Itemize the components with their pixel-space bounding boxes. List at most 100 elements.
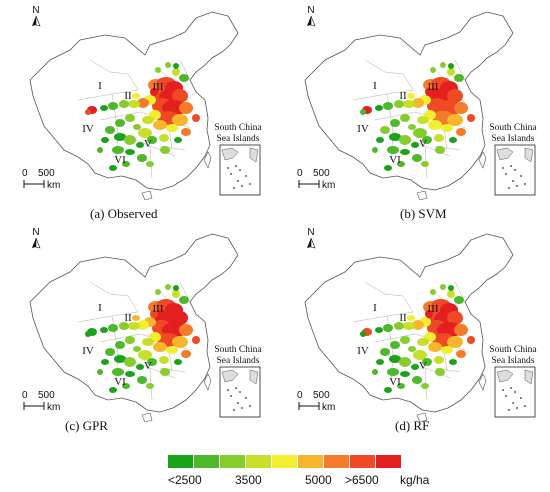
yield-patch — [172, 89, 188, 103]
yield-patch — [412, 320, 424, 330]
yield-patch — [128, 322, 140, 330]
yield-patch — [389, 133, 401, 141]
yield-patch — [390, 341, 400, 349]
yield-patch — [179, 74, 189, 82]
yield-patch — [112, 146, 124, 154]
inset-label: South China — [489, 345, 537, 355]
yield-patch — [456, 350, 466, 358]
yield-patch — [165, 284, 171, 290]
yield-patch — [397, 161, 405, 167]
yield-patch — [421, 383, 429, 389]
inset-label: South China — [214, 123, 262, 133]
yield-patch — [384, 387, 392, 393]
yield-patch — [400, 149, 410, 155]
yield-patch — [109, 165, 117, 171]
yield-patch — [434, 356, 444, 364]
scale-distance: 500 — [38, 390, 55, 401]
yield-patch — [447, 311, 463, 325]
yield-patch — [389, 355, 401, 363]
yield-patch — [138, 128, 152, 138]
scale-zero: 0 — [22, 390, 28, 401]
region-label: V — [419, 360, 427, 372]
yield-patch — [448, 63, 454, 69]
yield-patch — [454, 102, 468, 114]
yield-patch — [166, 124, 178, 132]
yield-patch — [125, 336, 135, 344]
scale-unit: km — [47, 402, 60, 413]
yield-patch — [155, 67, 161, 73]
yield-patch — [114, 355, 126, 363]
yield-patch — [456, 128, 466, 136]
yield-patch — [147, 358, 157, 366]
yield-patch — [100, 327, 108, 333]
province-boundary — [99, 333, 141, 343]
region-label: V — [419, 138, 427, 150]
yield-patch — [408, 124, 416, 130]
inset-label: South China — [214, 345, 262, 355]
north-label: N — [32, 227, 39, 238]
yield-patch — [124, 357, 136, 367]
yield-patch — [454, 324, 468, 336]
yield-patch — [150, 310, 158, 318]
yield-patch — [172, 336, 188, 348]
yield-patch — [100, 105, 108, 111]
province-boundary — [127, 295, 139, 313]
yield-patch — [447, 114, 463, 126]
yield-patch — [403, 322, 415, 330]
yield-patch — [174, 137, 182, 143]
yield-patch — [399, 135, 411, 145]
yield-patch — [435, 368, 445, 376]
region-label: I — [373, 80, 377, 92]
yield-patch — [137, 98, 149, 108]
legend-label: kg/ha — [400, 473, 430, 487]
yield-patch — [108, 324, 118, 332]
yield-patch — [425, 88, 433, 96]
yield-patch — [390, 119, 400, 127]
region-label: I — [98, 302, 102, 314]
yield-patch — [136, 142, 144, 148]
yield-patch — [428, 342, 442, 352]
yield-patch — [137, 154, 147, 162]
yield-patch — [407, 315, 415, 321]
legend-swatch — [350, 455, 375, 468]
yield-patch — [159, 356, 169, 364]
yield-patch — [387, 146, 399, 154]
province-boundary — [374, 333, 416, 343]
yield-patch — [155, 289, 161, 295]
yield-patch — [172, 114, 188, 126]
province-boundary — [402, 73, 414, 91]
yield-patches — [85, 284, 200, 393]
region-label: V — [144, 360, 152, 372]
hainan-island — [416, 190, 428, 200]
yield-patch — [192, 336, 200, 344]
yield-patch — [425, 310, 433, 318]
legend-swatch — [324, 455, 349, 468]
yield-patch — [387, 368, 399, 376]
yield-patch — [122, 383, 130, 389]
scale-unit: km — [47, 180, 60, 191]
yield-patch — [173, 63, 179, 69]
yield-patch — [397, 383, 405, 389]
yield-patch — [454, 296, 464, 304]
panel-caption: (b) SVM — [400, 206, 447, 221]
north-arrow — [307, 15, 316, 27]
region-label: VI — [389, 154, 401, 166]
yield-patch — [85, 109, 91, 115]
yield-patches — [85, 62, 200, 171]
yield-patch — [174, 359, 182, 365]
region-label: IV — [357, 345, 369, 357]
scale-zero: 0 — [297, 168, 303, 179]
yield-patch — [407, 93, 415, 99]
yield-patch — [172, 290, 180, 298]
region-label: II — [124, 90, 132, 102]
legend-swatch — [220, 455, 245, 468]
yield-patch — [400, 371, 410, 377]
yield-patch — [380, 348, 390, 356]
yield-patch — [449, 359, 457, 365]
